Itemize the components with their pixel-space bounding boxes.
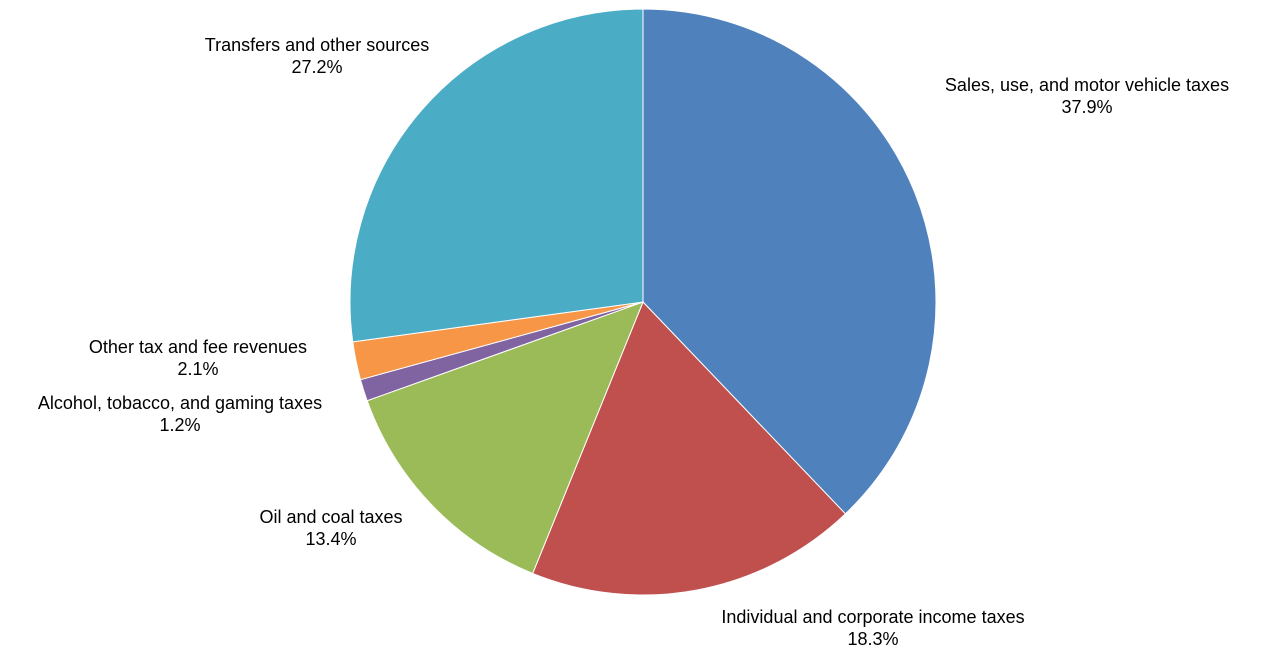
- slice-label-name: Sales, use, and motor vehicle taxes: [945, 75, 1229, 95]
- pie-slice-1: [532, 301, 847, 596]
- slice-label-value: 27.2%: [291, 57, 342, 77]
- slice-label-value: 13.4%: [305, 529, 356, 549]
- slice-label-4: Other tax and fee revenues 2.1%: [89, 337, 307, 379]
- slice-label-value: 2.1%: [177, 359, 218, 379]
- slice-label-1: Individual and corporate income taxes 18.…: [721, 607, 1024, 649]
- slice-label-0: Sales, use, and motor vehicle taxes 37.9%: [945, 75, 1229, 117]
- pie-slices: [349, 8, 937, 596]
- slice-label-value: 18.3%: [847, 629, 898, 649]
- pie-slice-0: [642, 8, 937, 515]
- slice-label-name: Oil and coal taxes: [259, 507, 402, 527]
- slice-label-value: 1.2%: [159, 415, 200, 435]
- slice-label-3: Alcohol, tobacco, and gaming taxes 1.2%: [38, 393, 322, 435]
- slice-label-2: Oil and coal taxes 13.4%: [259, 507, 402, 549]
- pie-slice-2: [366, 301, 644, 575]
- slice-label-name: Transfers and other sources: [205, 35, 429, 55]
- slice-label-value: 37.9%: [1061, 97, 1112, 117]
- slice-label-name: Other tax and fee revenues: [89, 337, 307, 357]
- slice-label-5: Transfers and other sources 27.2%: [205, 35, 429, 77]
- slice-labels: Sales, use, and motor vehicle taxes 37.9%…: [38, 35, 1229, 649]
- slice-label-name: Individual and corporate income taxes: [721, 607, 1024, 627]
- pie-slice-5: [349, 8, 644, 343]
- slice-label-name: Alcohol, tobacco, and gaming taxes: [38, 393, 322, 413]
